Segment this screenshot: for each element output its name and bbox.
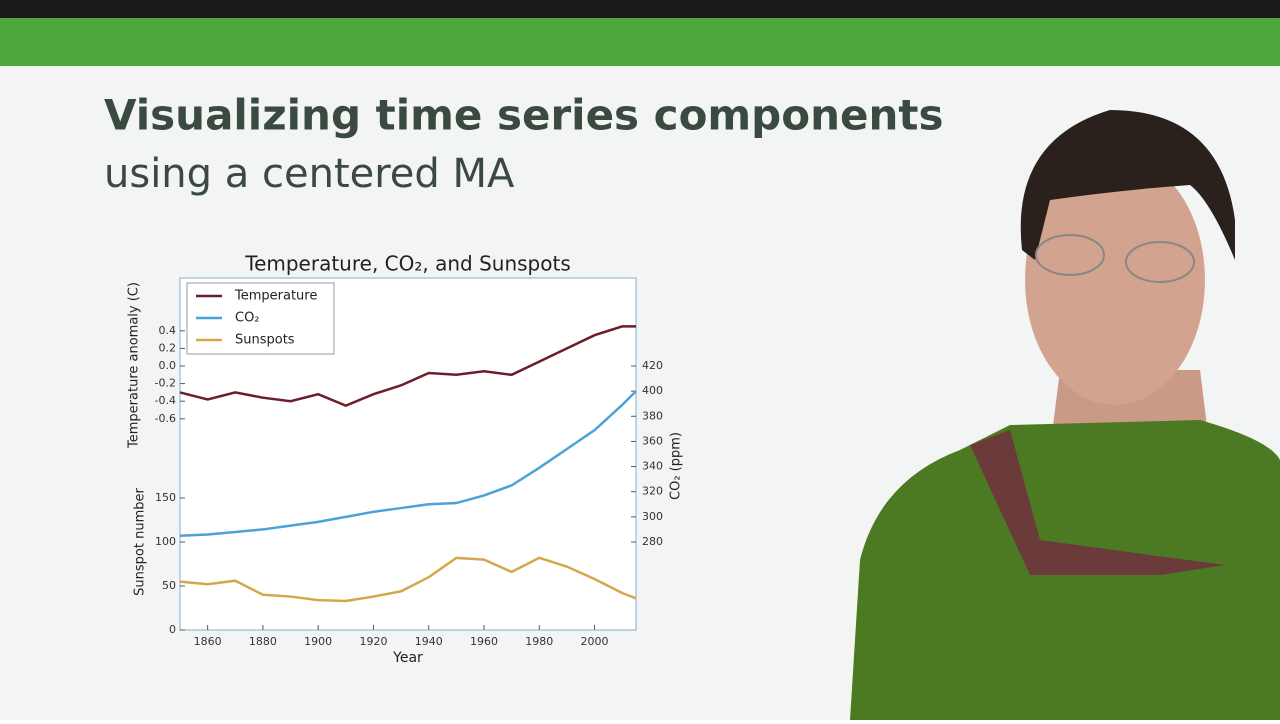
y2-tick-label: 300 [642,510,663,523]
series-line [179,556,637,603]
legend-label: Sunspots [235,333,295,348]
x-tick-label: 2000 [581,635,609,648]
y2-tick-label: 400 [642,384,663,397]
y-tick-label: -0.2 [155,377,176,390]
top-border [0,0,1280,22]
legend-label: Temperature [234,289,317,304]
x-tick-label: 1880 [249,635,277,648]
y3-tick-label: 100 [155,535,176,548]
y3-tick-label: 0 [169,623,176,636]
series-line [179,390,637,537]
green-band [0,18,1280,66]
x-tick-label: 1960 [470,635,498,648]
x-tick-label: 1860 [194,635,222,648]
y2-tick-label: 360 [642,434,663,447]
x-tick-label: 1940 [415,635,443,648]
chart-title: Temperature, CO₂, and Sunspots [244,252,571,276]
y3-tick-label: 50 [162,579,176,592]
y-tick-label: 0.0 [159,359,177,372]
y-axis-label: Temperature anomaly (C) [127,282,142,449]
y2-tick-label: 280 [642,535,663,548]
presenter [850,110,1280,720]
y-tick-label: -0.4 [155,394,176,407]
y3-tick-label: 150 [155,491,176,504]
x-tick-label: 1980 [525,635,553,648]
slide-title: Visualizing time series components [104,91,943,140]
series-line [179,325,636,407]
y2-axis-label: CO₂ (ppm) [669,432,684,500]
y2-tick-label: 340 [642,460,663,473]
y-tick-label: 0.2 [159,341,177,354]
y-tick-label: 0.4 [159,324,177,337]
y2-tick-label: 320 [642,485,663,498]
y2-tick-label: 420 [642,359,663,372]
x-tick-label: 1900 [304,635,332,648]
slide-subtitle: using a centered MA [104,151,515,197]
y2-tick-label: 380 [642,409,663,422]
x-tick-label: 1920 [359,635,387,648]
y3-axis-label: Sunspot number [133,488,148,596]
legend-label: CO₂ [235,311,260,326]
x-axis-label: Year [392,650,423,666]
y-tick-label: -0.6 [155,412,176,425]
